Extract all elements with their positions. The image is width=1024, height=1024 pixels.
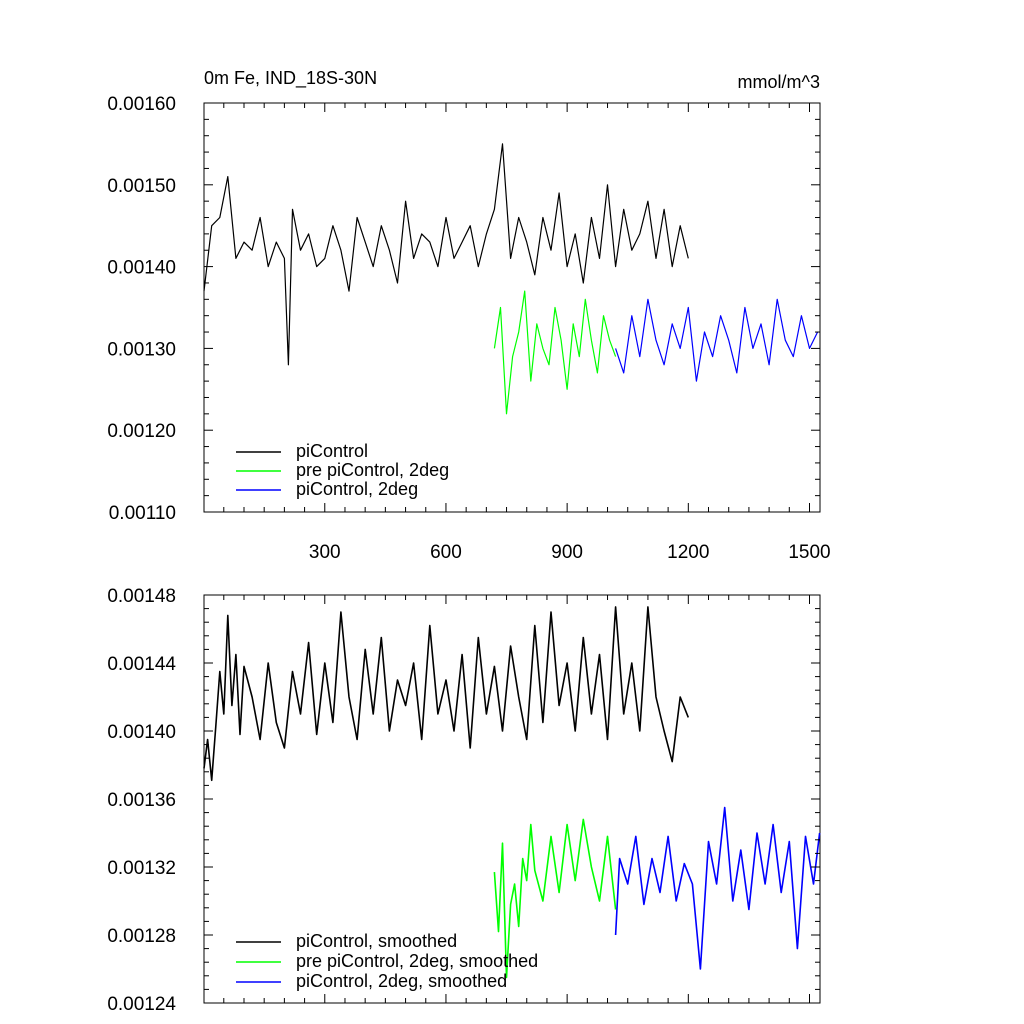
series-line-1 <box>493 290 617 415</box>
bottom-panel: 0.00124 0.00128 0.00132 0.00136 0.00140 0.001… <box>107 586 821 1015</box>
legend-label: piControl, 2deg, smoothed <box>296 971 507 991</box>
y-tick-label: 0.00148 <box>107 586 176 607</box>
top-panel-units: mmol/m^3 <box>738 72 820 92</box>
y-tick-label: 0.00120 <box>107 421 176 442</box>
y-tick-label: 0.00150 <box>107 176 176 197</box>
legend-label: piControl, smoothed <box>296 931 457 951</box>
y-tick-label: 0.00124 <box>107 994 176 1015</box>
x-tick-label: 600 <box>430 542 462 563</box>
series-line-2 <box>615 298 819 382</box>
series-line-1 <box>493 818 617 979</box>
y-tick-label: 0.00130 <box>107 339 176 360</box>
y-tick-label: 0.00144 <box>107 654 176 675</box>
y-tick-label: 0.00128 <box>107 926 176 947</box>
y-tick-label: 0.00140 <box>107 722 176 743</box>
top-panel: 0m Fe, IND_18S-30N mmol/m^3 0.00110 0.001… <box>107 68 830 563</box>
y-tick-label: 0.00160 <box>107 94 176 115</box>
series-line-2 <box>614 806 821 970</box>
plot-frame <box>203 102 821 513</box>
legend-label: piControl, 2deg <box>296 479 418 499</box>
legend-label: piControl <box>296 441 368 461</box>
series-line-0 <box>203 143 689 366</box>
x-tick-label: 300 <box>309 542 341 563</box>
legend-label: pre piControl, 2deg, smoothed <box>296 951 538 971</box>
y-tick-label: 0.00110 <box>109 503 176 524</box>
x-tick-label: 1200 <box>667 542 709 563</box>
y-tick-label: 0.00132 <box>107 858 176 879</box>
y-tick-label: 0.00136 <box>107 790 176 811</box>
legend-label: pre piControl, 2deg <box>296 460 449 480</box>
x-tick-label: 900 <box>551 542 583 563</box>
top-panel-title: 0m Fe, IND_18S-30N <box>204 68 377 89</box>
x-tick-label: 1500 <box>788 542 830 563</box>
series-line-0 <box>203 606 690 782</box>
y-tick-label: 0.00140 <box>107 258 176 279</box>
